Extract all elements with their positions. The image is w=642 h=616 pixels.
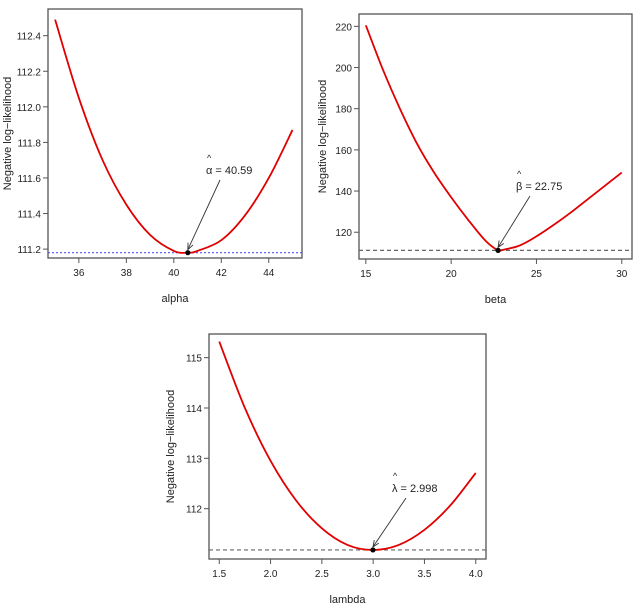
x-tick-label: 42	[216, 268, 228, 279]
x-tick-label: 2.5	[315, 569, 329, 580]
y-tick-label: 160	[335, 146, 352, 157]
y-axis-label: Negative log−likelihood	[165, 390, 177, 503]
estimate-annotation: β = 22.75	[516, 181, 562, 193]
estimate-symbol: α	[206, 165, 213, 177]
plot-frame	[47, 8, 303, 259]
annotation-arrow	[372, 497, 407, 548]
annotation-arrow	[187, 179, 221, 250]
arrow-head	[372, 539, 380, 548]
annotation-arrow	[497, 195, 531, 248]
likelihood-curve	[54, 19, 294, 254]
plot-frame	[208, 333, 487, 560]
x-tick-label: 36	[73, 268, 85, 279]
y-tick-label: 111.4	[17, 210, 41, 221]
y-tick-label: 111.8	[17, 138, 41, 149]
y-tick-label: 112.0	[17, 103, 42, 114]
y-tick-label: 111.2	[17, 245, 41, 256]
estimate-annotation: λ = 2.998	[392, 483, 438, 495]
y-axis-label: Negative log−likelihood	[317, 80, 329, 193]
estimate-symbol: λ	[392, 483, 398, 495]
x-axis-label: lambda	[329, 594, 366, 606]
x-tick-label: 25	[531, 269, 543, 280]
x-tick-label: 1.5	[212, 569, 226, 580]
panel-lambda: 1.5 2.0 2.5 3.0 3.5 4.0 112 113 114 115 lambda Nega…	[165, 333, 487, 606]
estimate-value: = 40.59	[215, 165, 252, 177]
y-tick-label: 180	[335, 105, 352, 116]
hat-accent: ^	[517, 169, 522, 179]
estimate-symbol: β	[516, 181, 522, 193]
likelihood-curve	[364, 24, 623, 253]
estimate-value: = 22.75	[525, 181, 562, 193]
y-tick-label: 115	[186, 354, 202, 365]
y-tick-label: 112	[186, 505, 202, 516]
y-axis-label: Negative log−likelihood	[2, 77, 14, 190]
estimate-point	[495, 247, 501, 253]
y-tick-label: 220	[335, 22, 352, 33]
x-tick-label: 3.5	[417, 569, 431, 580]
hat-accent: ^	[393, 471, 398, 481]
panel-beta: 15 20 25 30 120 140 160 180 200 220 beta Negative l…	[317, 13, 633, 306]
x-axis-label: beta	[485, 294, 507, 306]
x-tick-label: 30	[616, 269, 628, 280]
y-tick-label: 140	[335, 187, 352, 198]
x-axis-label: alpha	[162, 293, 190, 305]
estimate-point	[370, 547, 376, 553]
y-tick-label: 120	[335, 228, 352, 239]
x-tick-label: 4.0	[469, 569, 483, 580]
x-tick-label: 20	[446, 269, 458, 280]
x-tick-label: 15	[360, 269, 372, 280]
y-tick-label: 112.4	[17, 32, 42, 43]
estimate-point	[185, 250, 191, 256]
estimate-annotation: α = 40.59	[206, 165, 252, 177]
x-tick-label: 2.0	[264, 569, 278, 580]
y-tick-label: 112.2	[17, 67, 42, 78]
x-tick-label: 40	[168, 268, 180, 279]
likelihood-curve	[218, 341, 477, 551]
estimate-value: = 2.998	[401, 483, 438, 495]
panel-alpha: 36 38 40 42 44 111.2 111.4 111.6 111.8 112.0 112.2…	[2, 8, 303, 305]
plot-frame	[358, 13, 633, 260]
y-tick-label: 113	[186, 454, 202, 465]
x-tick-label: 38	[121, 268, 133, 279]
hat-accent: ^	[207, 153, 212, 163]
y-tick-label: 111.6	[17, 174, 41, 185]
arrow-head	[187, 242, 194, 251]
x-tick-label: 44	[263, 268, 275, 279]
x-tick-label: 3.0	[366, 569, 380, 580]
arrow-head	[497, 240, 505, 249]
y-tick-label: 200	[335, 64, 352, 75]
y-tick-label: 114	[186, 404, 202, 415]
